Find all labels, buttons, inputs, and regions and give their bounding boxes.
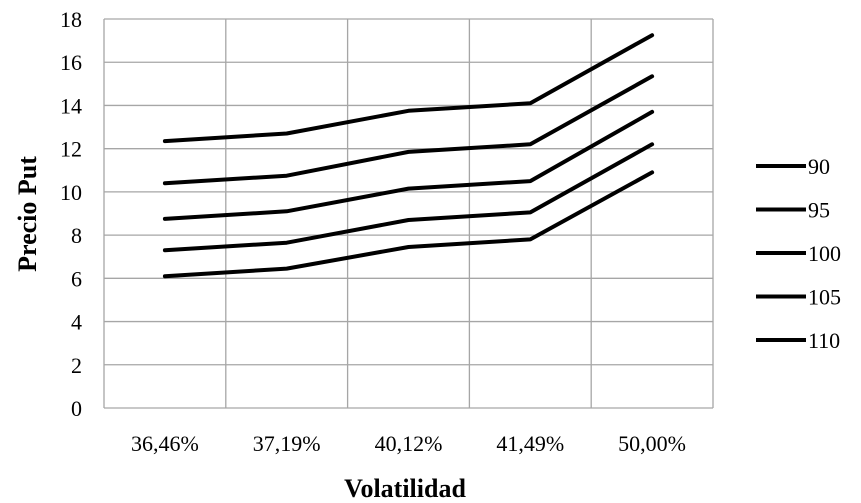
series-line-110 bbox=[162, 33, 655, 144]
x-axis-title: Volatilidad bbox=[344, 474, 466, 503]
x-tick-label: 40,12% bbox=[375, 431, 443, 456]
y-tick-labels: 0 2 4 6 8 10 12 14 16 18 bbox=[60, 7, 82, 421]
legend-label-105: 105 bbox=[808, 285, 841, 310]
x-tick-label: 37,19% bbox=[253, 431, 321, 456]
legend-label-95: 95 bbox=[808, 198, 830, 223]
x-tick-label: 41,49% bbox=[496, 431, 564, 456]
x-tick-label: 50,00% bbox=[618, 431, 686, 456]
y-tick-label: 8 bbox=[71, 223, 82, 248]
y-tick-label: 0 bbox=[71, 396, 82, 421]
legend-label-110: 110 bbox=[808, 328, 840, 353]
y-tick-label: 2 bbox=[71, 353, 82, 378]
series-line-105 bbox=[162, 74, 655, 186]
y-tick-label: 12 bbox=[60, 137, 82, 162]
y-tick-label: 6 bbox=[71, 266, 82, 291]
x-tick-labels: 36,46% 37,19% 40,12% 41,49% 50,00% bbox=[131, 431, 686, 456]
y-tick-label: 18 bbox=[60, 7, 82, 32]
y-tick-label: 4 bbox=[71, 310, 82, 335]
y-tick-label: 16 bbox=[60, 50, 82, 75]
y-tick-label: 14 bbox=[60, 93, 82, 118]
series-line-100 bbox=[162, 109, 655, 221]
y-axis-title: Precio Put bbox=[13, 156, 42, 272]
gridlines bbox=[103, 18, 714, 409]
legend-label-90: 90 bbox=[808, 154, 830, 179]
series-line-90 bbox=[162, 170, 655, 279]
series-lines bbox=[162, 33, 655, 279]
legend: 90 95 100 105 110 bbox=[756, 154, 841, 353]
legend-label-100: 100 bbox=[808, 241, 841, 266]
series-line-95 bbox=[162, 142, 655, 253]
x-tick-label: 36,46% bbox=[131, 431, 199, 456]
y-tick-label: 10 bbox=[60, 180, 82, 205]
